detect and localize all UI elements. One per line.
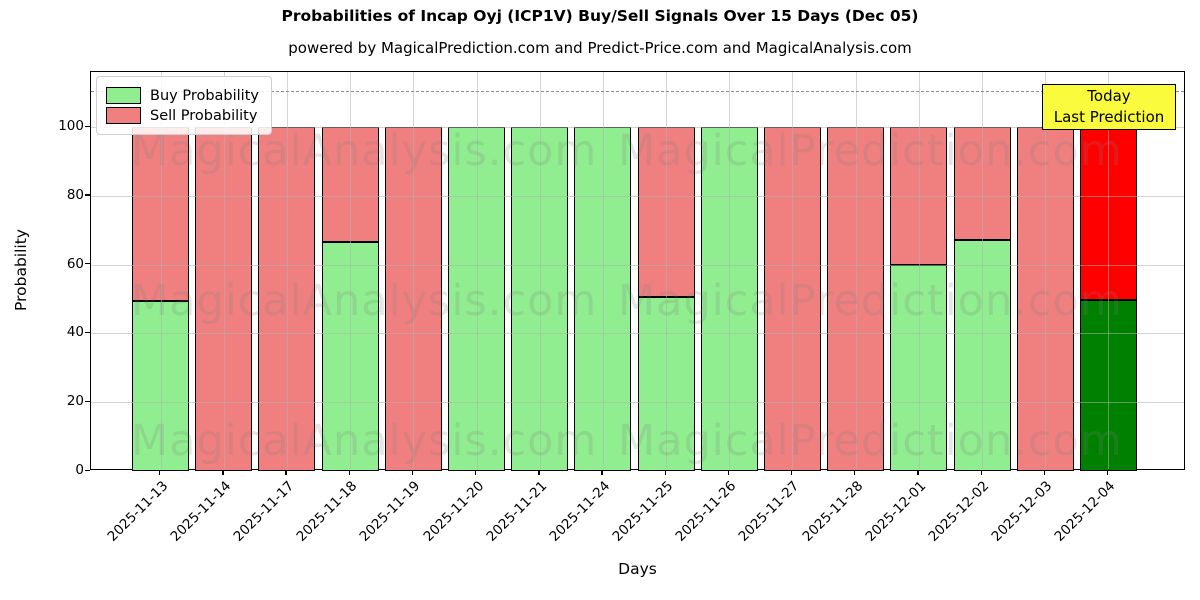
y-tick-label: 40: [66, 324, 84, 341]
v-gridline: [286, 72, 288, 469]
v-gridline: [792, 72, 794, 469]
x-tick-mark: [1106, 470, 1109, 475]
x-tick-mark: [980, 470, 982, 475]
y-tick-label: 100: [58, 118, 84, 135]
x-tick-mark: [222, 470, 224, 475]
y-tick-mark: [85, 263, 90, 265]
x-tick-mark: [917, 470, 919, 475]
x-tick-mark: [475, 470, 477, 475]
legend-label-sell: Sell Probability: [150, 107, 258, 124]
v-gridline: [855, 72, 857, 469]
v-gridline: [982, 72, 984, 469]
v-gridline: [666, 72, 668, 469]
h-gridline: [91, 264, 1184, 266]
chart-title: Probabilities of Incap Oyj (ICP1V) Buy/S…: [281, 7, 919, 25]
h-gridline: [91, 333, 1184, 335]
y-tick-mark: [85, 125, 90, 127]
x-tick-mark: [727, 470, 730, 475]
legend: Buy Probability Sell Probability: [96, 76, 272, 135]
plot-area: Buy Probability Sell Probability Today L…: [90, 71, 1185, 471]
x-tick-mark: [790, 470, 793, 475]
x-tick-mark: [285, 470, 287, 475]
x-tick-mark: [159, 470, 161, 475]
y-axis-label: Probability: [12, 229, 30, 311]
legend-item-buy: Buy Probability: [106, 87, 259, 104]
v-gridline: [729, 72, 731, 469]
x-tick-label: 2025-11-13: [104, 478, 171, 545]
h-gridline: [91, 127, 1184, 129]
x-tick-mark: [1043, 470, 1046, 475]
annotation-line-2: Last Prediction: [1053, 108, 1165, 126]
v-gridline: [160, 72, 162, 469]
y-tick-mark: [85, 400, 90, 402]
y-tick-label: 80: [66, 186, 84, 203]
buy-probability-swatch: [106, 87, 141, 104]
x-tick-mark: [664, 470, 666, 475]
v-gridline: [918, 72, 920, 469]
x-tick-mark: [348, 470, 350, 475]
dashed-threshold-line: [91, 90, 1184, 92]
v-gridline: [539, 72, 541, 469]
x-tick-mark: [601, 470, 603, 475]
x-tick-mark: [538, 470, 540, 475]
v-gridline: [1045, 72, 1047, 469]
sell-probability-swatch: [106, 107, 141, 124]
today-last-prediction-annotation: Today Last Prediction: [1042, 84, 1176, 130]
legend-label-buy: Buy Probability: [150, 87, 259, 104]
v-gridline: [413, 72, 415, 469]
x-tick-mark: [854, 470, 856, 475]
x-axis-label: Days: [618, 560, 657, 578]
chart-subtitle: powered by MagicalPrediction.com and Pre…: [288, 39, 912, 57]
v-gridline: [476, 72, 478, 469]
v-gridline: [1108, 72, 1110, 469]
y-tick-mark: [85, 194, 90, 196]
h-gridline: [91, 402, 1184, 404]
annotation-line-1: Today: [1087, 87, 1131, 105]
v-gridline: [602, 72, 604, 469]
y-tick-label: 20: [66, 393, 84, 410]
y-tick-label: 0: [75, 462, 84, 478]
h-gridline: [91, 195, 1184, 197]
y-tick-mark: [85, 331, 90, 334]
v-gridline: [350, 72, 352, 469]
v-gridline: [223, 72, 225, 469]
legend-item-sell: Sell Probability: [106, 107, 259, 124]
x-tick-mark: [411, 470, 414, 475]
y-tick-label: 60: [66, 255, 84, 272]
y-tick-mark: [85, 469, 90, 471]
